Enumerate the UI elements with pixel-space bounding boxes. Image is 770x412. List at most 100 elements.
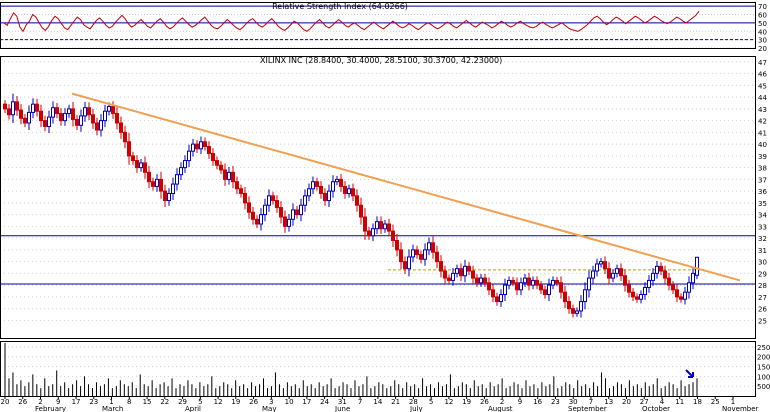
candle-body <box>403 261 407 270</box>
rsi-panel <box>0 5 755 41</box>
x-tick-label: 1 <box>109 398 113 406</box>
x-tick-label: 16 <box>533 398 542 406</box>
candle-body <box>567 301 571 310</box>
price-tick-label: 41 <box>758 129 767 137</box>
candle-body <box>675 289 679 298</box>
candle-body <box>539 284 543 291</box>
x-tick-label: 31 <box>338 398 347 406</box>
candle-body <box>47 116 51 127</box>
candle-body <box>67 108 71 115</box>
x-tick-label: 10 <box>285 398 294 406</box>
candle-body <box>487 282 491 291</box>
month-label: June <box>334 405 350 412</box>
candle-body <box>151 181 155 187</box>
candle-body <box>75 118 79 126</box>
candle-body <box>59 113 63 122</box>
price-tick-label: 34 <box>758 212 767 220</box>
price-tick-label: 46 <box>758 71 767 79</box>
rsi-series-line <box>3 10 700 33</box>
month-label: March <box>102 405 123 412</box>
rsi-tick-label: 50 <box>758 20 767 28</box>
candle-body <box>471 270 475 279</box>
candle-body <box>211 153 215 162</box>
candle-body <box>399 249 403 263</box>
price-tick-label: 39 <box>758 153 767 161</box>
month-label: August <box>488 405 513 412</box>
candle-body <box>7 108 11 116</box>
x-tick-label: 4 <box>660 398 665 406</box>
x-tick-label: 26 <box>18 398 27 406</box>
candle-body <box>535 279 539 286</box>
x-tick-label: 5 <box>429 398 433 406</box>
candle-body <box>451 272 455 281</box>
candle-body <box>691 272 695 284</box>
candle-body <box>615 268 619 274</box>
candle-body <box>175 174 179 185</box>
x-tick-label: 25 <box>711 398 720 406</box>
x-tick-label: 2 <box>500 398 504 406</box>
rsi-tick-label: 20 <box>758 45 767 53</box>
candle-body <box>627 284 631 293</box>
candle-body <box>607 268 611 279</box>
candle-body <box>379 221 383 230</box>
candle-body <box>283 216 287 227</box>
candle-body <box>447 277 451 281</box>
candle-body <box>247 202 251 213</box>
candle-body <box>235 181 239 190</box>
candle-body <box>407 256 411 270</box>
rsi-title: Relative Strength Index (64.0266) <box>272 2 408 11</box>
x-tick-label: 7 <box>589 398 593 406</box>
candle-body <box>119 122 123 133</box>
candle-body <box>3 103 7 110</box>
x-tick-label: 21 <box>391 398 400 406</box>
candle-body <box>155 178 159 187</box>
candle-body <box>679 296 683 300</box>
candle-body <box>595 263 599 272</box>
candle-body <box>139 162 143 169</box>
x-tick-label: 20 <box>622 398 631 406</box>
volume-tick-label: 5000 <box>757 383 770 391</box>
price-tick-label: 44 <box>758 94 767 102</box>
candle-body <box>455 268 459 274</box>
rsi-frame <box>0 2 756 49</box>
candle-body <box>431 242 435 253</box>
candle-body <box>511 279 515 284</box>
candle-body <box>243 192 247 204</box>
x-tick-label: 12 <box>444 398 453 406</box>
candle-body <box>643 286 647 296</box>
candle-body <box>623 275 627 286</box>
candle-body <box>503 284 507 296</box>
volume-tick-label: 15000 <box>757 364 770 372</box>
candle-body <box>387 223 391 232</box>
candle-body <box>527 277 531 286</box>
candle-body <box>663 270 667 279</box>
candle-body <box>367 230 371 237</box>
candle-body <box>619 268 623 277</box>
x-tick-label: 11 <box>675 398 684 406</box>
candle-body <box>115 113 119 124</box>
x-tick-label: 2 <box>38 398 42 406</box>
candle-body <box>547 284 551 296</box>
candle-body <box>131 155 135 162</box>
candle-body <box>259 214 263 225</box>
candle-body <box>335 178 339 183</box>
candle-body <box>383 223 387 230</box>
candle-body <box>263 204 267 216</box>
candle-body <box>435 251 439 263</box>
candle-body <box>551 279 555 286</box>
price-tick-label: 42 <box>758 118 767 126</box>
price-tick-label: 37 <box>758 176 767 184</box>
candle-body <box>267 195 271 206</box>
candle-body <box>395 239 399 251</box>
x-tick-label: 20 <box>1 398 10 406</box>
candle-body <box>583 289 587 303</box>
candle-body <box>63 113 67 122</box>
candle-body <box>135 160 139 169</box>
candle-body <box>143 162 147 173</box>
arrow-icon <box>685 369 694 378</box>
candle-body <box>423 249 427 260</box>
candle-body <box>419 254 423 260</box>
candle-body <box>95 122 99 131</box>
candle-body <box>391 230 395 241</box>
